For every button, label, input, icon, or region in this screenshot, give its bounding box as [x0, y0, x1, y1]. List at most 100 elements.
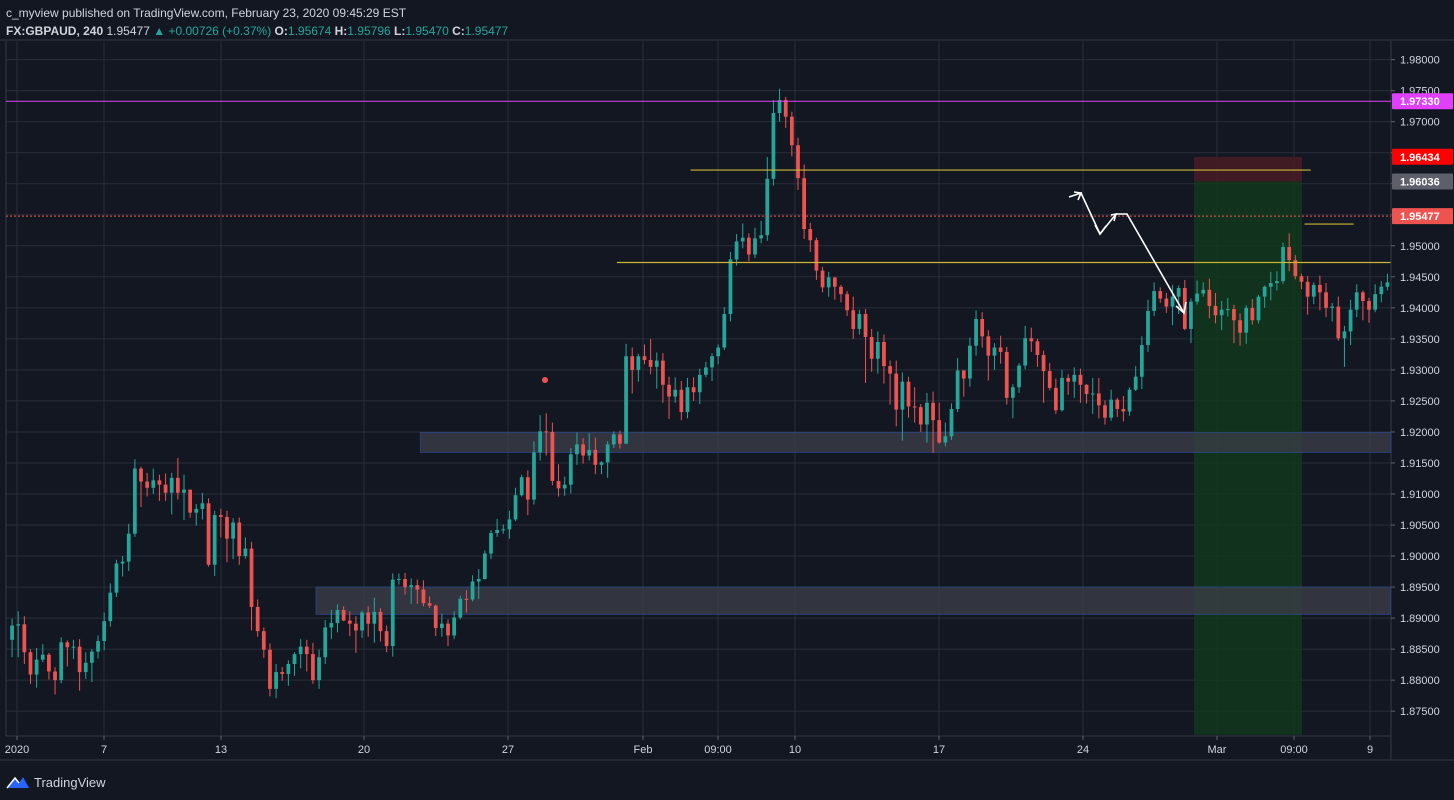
close-value: 1.95477 [464, 24, 509, 38]
candle-body [470, 581, 475, 600]
candle-body [182, 489, 186, 493]
candle-body [225, 516, 229, 539]
candle-body [918, 407, 923, 425]
candle-body [568, 454, 573, 485]
candle-body [40, 654, 45, 660]
candle-body [133, 468, 137, 534]
candle-body [1367, 301, 1371, 310]
candle-body [1072, 374, 1077, 382]
candle-body [777, 99, 782, 113]
candle-body [243, 548, 248, 557]
candle-body [759, 235, 764, 239]
candle-body [1090, 393, 1095, 395]
candle-body [1152, 291, 1156, 311]
candle-body [71, 646, 76, 648]
price-label-text: 1.96036 [1400, 176, 1440, 188]
candle-body [538, 431, 542, 453]
price-chart[interactable]: 1.980001.975001.970001.965001.960001.955… [0, 0, 1454, 770]
candle-body [1262, 286, 1267, 297]
candle-body [820, 270, 825, 288]
candle-body [1189, 301, 1193, 329]
candle-body [482, 553, 487, 580]
candle-body [1176, 287, 1181, 297]
candle-body [968, 345, 972, 379]
candle-body [691, 387, 696, 393]
candle-body [163, 484, 168, 493]
candle-body [194, 508, 199, 513]
price-label-box [1392, 93, 1453, 110]
brand-name[interactable]: TradingView [34, 774, 106, 790]
candle-body [415, 585, 420, 590]
candle-body [1035, 341, 1040, 355]
candle-body [1127, 389, 1132, 412]
candle-body [1324, 292, 1328, 308]
candle-body [832, 277, 837, 287]
candle-body [532, 452, 536, 500]
candle-body [1115, 399, 1120, 409]
last-price: 1.95477 [106, 24, 150, 38]
candle-body [1139, 345, 1144, 377]
candle-body [1029, 338, 1034, 342]
candle-body [1311, 284, 1316, 297]
time-tick-label: 20 [358, 744, 370, 756]
low-value: 1.95470 [405, 24, 449, 38]
time-tick-label: 2020 [5, 744, 29, 756]
candle-body [1078, 374, 1083, 385]
candle-body [1207, 289, 1212, 306]
candle-body [661, 360, 665, 385]
open-value: 1.95674 [287, 24, 332, 38]
candle-body [1170, 296, 1175, 307]
candle-body [931, 402, 935, 421]
price-label-text: 1.95477 [1400, 211, 1440, 223]
chart-header: c_myview published on TradingView.com, F… [6, 4, 508, 40]
candle-body [304, 646, 309, 655]
candle-body [642, 356, 647, 360]
candle-body [986, 336, 991, 356]
price-tick-label: 1.98000 [1400, 55, 1440, 67]
candle-body [1219, 309, 1224, 316]
price-tick-label: 1.91000 [1400, 489, 1440, 501]
candle-body [888, 366, 892, 374]
candle-body [286, 664, 291, 674]
candle-body [200, 503, 205, 509]
candle-body [323, 627, 328, 658]
price-tick-label: 1.88000 [1400, 675, 1440, 687]
candle-body [1066, 377, 1071, 382]
time-tick-label: 09:00 [1280, 744, 1308, 756]
candle-body [544, 431, 549, 433]
candle-body [1195, 293, 1199, 302]
candle-body [599, 462, 604, 465]
candle-body [298, 646, 303, 655]
candle-body [151, 480, 156, 488]
price-tick-label: 1.95000 [1400, 241, 1440, 253]
price-tick-label: 1.88500 [1400, 644, 1440, 656]
candle-body [581, 444, 585, 456]
candle-body [525, 477, 530, 500]
close-label: C: [452, 24, 465, 38]
candle-body [1047, 371, 1052, 388]
candle-body [753, 238, 757, 255]
demand-zone-lower [315, 586, 1391, 615]
candle-body [1275, 281, 1279, 284]
candle-body [943, 436, 948, 443]
candle-body [1287, 247, 1292, 261]
candle-body [1041, 354, 1046, 372]
candle-body [925, 402, 929, 425]
candle-body [311, 654, 315, 681]
author-name[interactable]: c_myview [6, 6, 59, 20]
candle-body [1133, 376, 1138, 390]
candle-body [261, 631, 266, 650]
arrow-head-icon [1175, 301, 1187, 315]
candle-body [618, 434, 622, 444]
candle-body [476, 579, 481, 582]
candle-body [464, 598, 469, 600]
price-tick-label: 1.91500 [1400, 458, 1440, 470]
take-profit-zone [1194, 181, 1302, 735]
candle-body [1121, 408, 1126, 412]
candle-body [1084, 384, 1089, 395]
candle-body [274, 672, 278, 689]
stop-loss-zone [1194, 156, 1302, 182]
candle-body [1392, 266, 1396, 282]
candle-body [1232, 309, 1236, 321]
price-tick-label: 1.89000 [1400, 613, 1440, 625]
